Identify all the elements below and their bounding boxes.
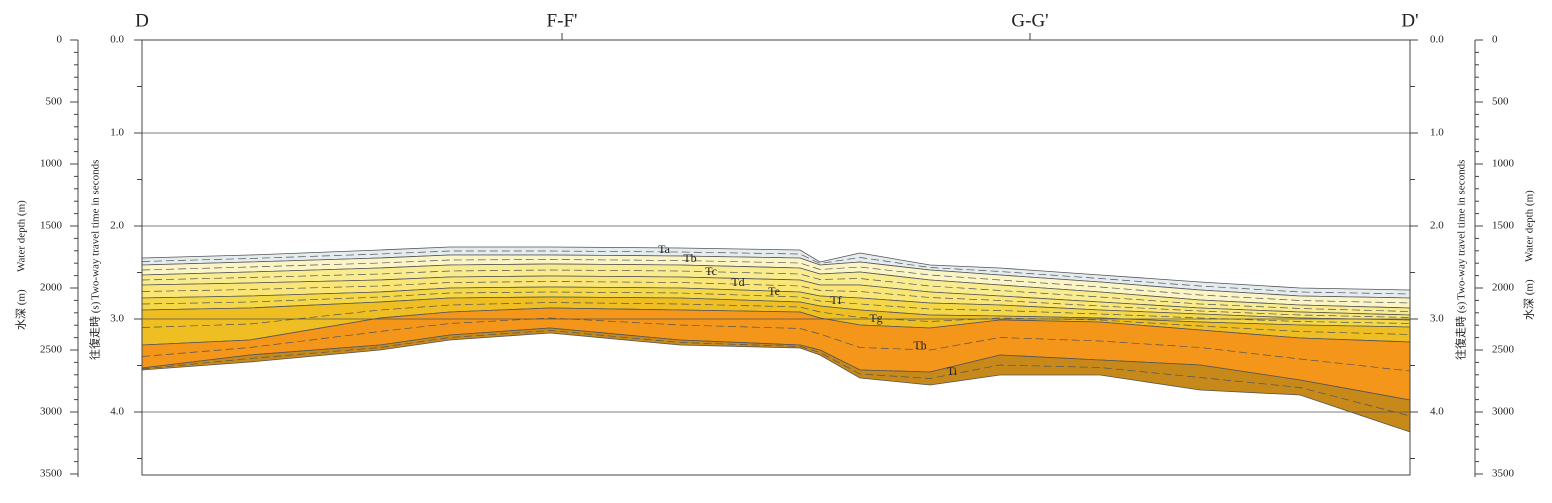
reflector [141, 259, 1411, 304]
depth-tick-label: 3000 [1492, 406, 1515, 418]
time-tick-label: 3.0 [110, 313, 124, 325]
depth-tick-label: 1500 [40, 220, 63, 232]
time-tick-label: 0.0 [110, 34, 124, 46]
time-tick-label: 4.0 [1430, 406, 1444, 418]
layer-label: Ti [947, 364, 958, 378]
depth-tick-label: 2000 [1492, 282, 1515, 294]
depth-tick-label: 0 [57, 34, 63, 46]
section-label: D' [1401, 10, 1418, 31]
depth-tick-label: 2500 [40, 344, 63, 356]
axis-title: Two-way travel time in seconds [1456, 160, 1468, 300]
axis-title: Water depth (m) [1524, 190, 1536, 262]
axis-title: 往復走時 (s) [88, 301, 102, 360]
axis-title: 水深 (m) [15, 289, 28, 330]
depth-tick-label: 500 [1492, 96, 1509, 108]
time-tick-label: 1.0 [110, 127, 124, 139]
layer-label: Tg [869, 311, 882, 325]
layer-label: Td [731, 275, 744, 289]
axis-title: 往復走時 (s) [1454, 301, 1468, 360]
depth-tick-label: 500 [46, 96, 63, 108]
layer-label: Tf [830, 293, 841, 307]
reflector [141, 330, 1411, 417]
layer-label: Ta [658, 242, 670, 256]
layer-label: Tb [683, 251, 696, 265]
axes: 0.0 0.0 1.0 1.0 2.0 2.0 3.0 3.0 4.0 4.0 0 0 500 500 10… [40, 34, 1515, 480]
time-tick-label: 0.0 [1430, 34, 1444, 46]
depth-tick-label: 0 [1492, 34, 1498, 46]
reflector [141, 281, 1411, 318]
reflector [141, 291, 1411, 324]
layer-label: Tc [705, 264, 717, 278]
section-label: D [135, 10, 149, 31]
depth-tick-label: 3500 [40, 468, 63, 480]
layer-label: Te [768, 284, 780, 298]
time-tick-label: 3.0 [1430, 313, 1444, 325]
depth-tick-label: 2000 [40, 282, 63, 294]
strata: Ta Tb Tc Td Te Tf Tg Th Ti [141, 242, 1411, 433]
axis-title: Water depth (m) [16, 200, 28, 272]
layer-label: Th [913, 338, 926, 352]
section-label: G-G' [1011, 10, 1048, 31]
depth-tick-label: 3000 [40, 406, 63, 418]
time-tick-label: 1.0 [1430, 127, 1444, 139]
depth-tick-label: 3500 [1492, 468, 1515, 480]
section-label: F-F' [547, 10, 578, 31]
plot-frame [141, 39, 1411, 476]
axis-title: Two-way travel time in seconds [90, 160, 102, 300]
depth-tick-label: 1500 [1492, 220, 1515, 232]
time-tick-label: 4.0 [110, 406, 124, 418]
time-tick-label: 2.0 [110, 220, 124, 232]
reflector [141, 269, 1411, 312]
depth-tick-label: 1000 [40, 158, 63, 170]
reflector [141, 302, 1411, 335]
depth-tick-label: 1000 [1492, 158, 1515, 170]
time-tick-label: 2.0 [1430, 220, 1444, 232]
depth-tick-label: 2500 [1492, 344, 1515, 356]
axis-title: 水深 (m) [1523, 279, 1536, 320]
